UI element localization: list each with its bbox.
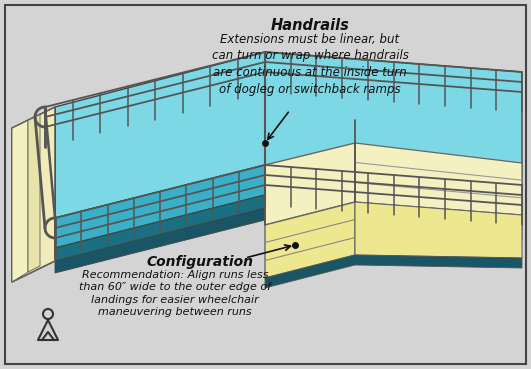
Polygon shape	[265, 143, 355, 225]
Polygon shape	[12, 120, 28, 282]
Polygon shape	[265, 202, 355, 278]
Text: Recommendation: Align runs less
than 60″ wide to the outer edge of
landings for : Recommendation: Align runs less than 60″…	[79, 270, 271, 317]
Polygon shape	[55, 165, 265, 248]
Polygon shape	[55, 195, 265, 261]
Polygon shape	[28, 114, 40, 272]
Polygon shape	[265, 208, 522, 240]
Polygon shape	[265, 165, 522, 215]
Polygon shape	[355, 143, 522, 215]
Polygon shape	[265, 195, 522, 228]
Text: Extensions must be linear, but
can turn or wrap where handrails
are continuous a: Extensions must be linear, but can turn …	[211, 33, 408, 96]
Polygon shape	[355, 202, 522, 258]
Polygon shape	[265, 255, 522, 288]
Text: Handrails: Handrails	[271, 18, 349, 33]
Polygon shape	[12, 107, 55, 282]
Polygon shape	[55, 52, 265, 218]
Text: Configuration: Configuration	[147, 255, 253, 269]
Polygon shape	[265, 52, 522, 185]
Polygon shape	[55, 208, 265, 273]
